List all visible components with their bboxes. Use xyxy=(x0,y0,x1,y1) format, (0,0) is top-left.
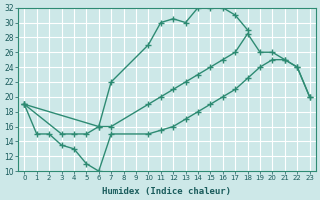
X-axis label: Humidex (Indice chaleur): Humidex (Indice chaleur) xyxy=(102,187,231,196)
